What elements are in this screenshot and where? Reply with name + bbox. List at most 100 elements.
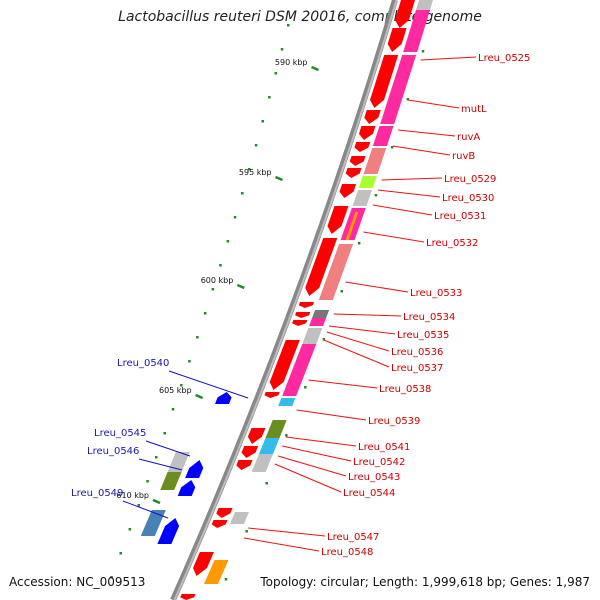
plus-cog-band-10 [309, 318, 327, 326]
plus-gene-arrow-4 [359, 126, 376, 140]
leader-line-plus [329, 325, 396, 335]
plus-gene-arrow-11 [298, 302, 315, 308]
plus-gene-arrow-1 [387, 28, 407, 52]
ruler-dot [287, 24, 290, 27]
gene-label-plus: Lreu_0530 [442, 193, 494, 204]
gene-label-plus: Lreu_0525 [478, 53, 530, 64]
plus-gene-arrow-3 [364, 110, 381, 124]
plus-cog-band-2 [380, 55, 417, 124]
gene-label-minus: Lreu_0546 [87, 446, 139, 457]
ruler-dot-inner [406, 98, 410, 101]
plus-cog-band-15 [259, 438, 280, 454]
leader-line-plus [372, 204, 433, 216]
plus-gene-arrow-20 [211, 520, 228, 528]
plus-cog-band-17 [229, 512, 249, 524]
plus-cog-band-9 [312, 310, 330, 318]
ruler-dot [241, 192, 244, 195]
ruler-dot [268, 96, 271, 99]
kbp-tick-mark [236, 283, 245, 290]
plus-cog-band-12 [282, 344, 317, 396]
ruler-dot [171, 408, 175, 411]
ruler-dot [110, 576, 113, 579]
ruler-dot [247, 168, 251, 171]
gene-label-plus: Lreu_0531 [434, 211, 486, 222]
gene-label-plus: Lreu_0539 [368, 416, 420, 427]
ruler-dot [163, 432, 166, 435]
plus-cog-band-11 [302, 328, 323, 344]
ruler-dot [211, 288, 215, 291]
leader-line-plus [381, 177, 443, 181]
plus-gene-arrow-6 [349, 156, 366, 166]
ruler-dot-inner [390, 146, 394, 149]
gene-label-plus: ruvA [457, 132, 480, 143]
leader-line-plus [392, 145, 451, 156]
ruler-dot-inner [245, 530, 248, 533]
plus-gene-arrow-9 [327, 206, 349, 234]
kbp-tick-label: 595 kbp [239, 168, 272, 177]
gene-label-plus: Lreu_0542 [353, 457, 405, 468]
gene-label-plus: Lreu_0529 [444, 174, 496, 185]
ruler-dot [274, 72, 277, 75]
gene-label-plus: Lreu_0538 [379, 384, 431, 395]
minus-gene-arrow-3 [157, 518, 180, 544]
gene-label-plus: Lreu_0537 [391, 363, 443, 374]
kbp-tick-label: 590 kbp [275, 58, 308, 67]
minus-cog-band-2 [140, 510, 166, 536]
plus-gene-arrow-22 [180, 594, 196, 600]
kbp-tick-label: 605 kbp [159, 386, 192, 395]
plus-cog-band-13 [278, 398, 296, 406]
kbp-tick-mark [275, 175, 283, 182]
minus-gene-arrow-0 [215, 392, 232, 404]
leader-line-plus [420, 56, 477, 61]
plus-cog-band-1 [403, 10, 430, 52]
minus-gene-arrow-2 [177, 480, 196, 496]
kbp-tick-mark [311, 65, 319, 72]
ruler-dot [203, 312, 207, 315]
plus-gene-arrow-7 [345, 168, 362, 178]
leader-line-plus [326, 331, 390, 352]
plus-gene-arrow-18 [236, 460, 253, 470]
leader-line-minus [145, 440, 191, 457]
plus-cog-band-14 [265, 420, 287, 438]
plus-gene-arrow-13 [292, 320, 308, 326]
gene-label-plus: Lreu_0532 [426, 238, 478, 249]
plus-gene-arrow-21 [193, 552, 214, 576]
plus-cog-accent-orange [345, 212, 359, 240]
ruler-dot [180, 384, 183, 387]
leader-line-plus [248, 527, 326, 537]
ruler-dot [261, 120, 264, 123]
plus-cog-band-4 [363, 148, 387, 174]
accession-label: Accession: NC_009513 [9, 575, 146, 589]
leader-line-plus [323, 339, 390, 368]
leader-line-minus [168, 370, 249, 399]
gene-label-plus: Lreu_0541 [358, 442, 410, 453]
kbp-tick-label: 610 kbp [116, 491, 149, 500]
ruler-dot-inner [285, 434, 288, 437]
ruler-dot [146, 480, 149, 483]
leader-line-plus [363, 231, 425, 243]
plus-cog-band-18 [204, 560, 229, 584]
leader-line-plus [243, 537, 320, 552]
ruler-dot [155, 456, 158, 459]
plus-cog-band-5 [358, 176, 377, 188]
gene-label-plus: Lreu_0544 [343, 488, 395, 499]
leader-line-minus [122, 500, 169, 519]
ruler-dot [280, 48, 284, 51]
ruler-dot [233, 216, 237, 219]
ruler-dot-inner [340, 290, 343, 293]
plus-cog-band-0 [416, 0, 433, 10]
plus-gene-arrow-2 [370, 55, 399, 108]
gene-label-minus: Lreu_0540 [117, 358, 169, 369]
gene-label-minus: Lreu_0549 [71, 488, 123, 499]
plus-gene-arrow-12 [295, 312, 311, 318]
ruler-dot-inner [304, 386, 307, 389]
gene-label-plus: Lreu_0548 [321, 547, 373, 558]
gene-label-plus: ruvB [452, 151, 475, 162]
leader-line-plus [278, 455, 347, 477]
gene-label-plus: Lreu_0536 [391, 347, 443, 358]
plus-gene-arrow-15 [264, 392, 280, 398]
gene-label-minus: Lreu_0545 [94, 428, 146, 439]
minus-cog-band-0 [167, 452, 190, 472]
leader-line-plus [308, 379, 378, 389]
